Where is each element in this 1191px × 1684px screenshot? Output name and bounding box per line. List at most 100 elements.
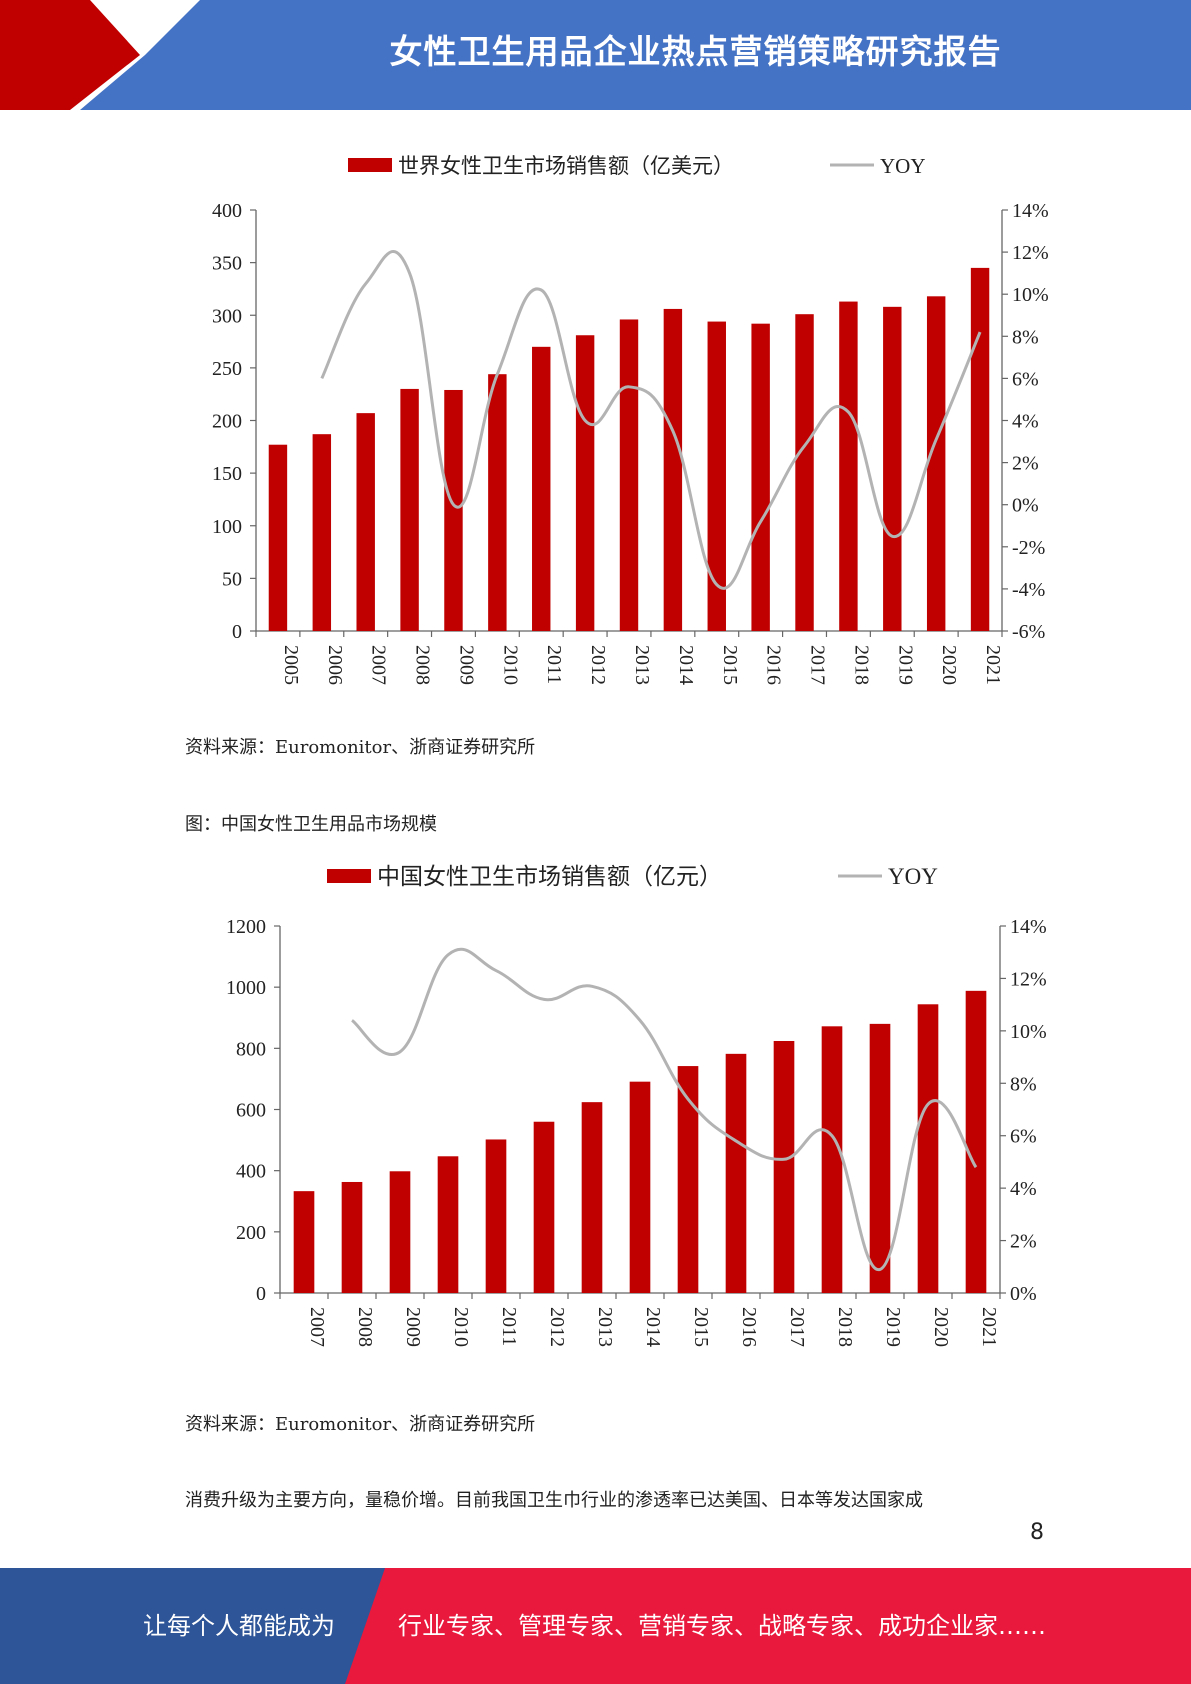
y-tick-label: 250 [212,358,242,380]
bar-2007 [356,413,375,631]
bar-2007 [293,1191,315,1293]
bar-2015 [707,321,726,631]
bar-2010 [488,374,507,631]
bar-2017 [795,314,814,631]
bar-2009 [444,389,463,631]
figure-caption-2: 图：中国女性卫生用品市场规模 [185,814,437,835]
legend-bar-label: 世界女性卫生市场销售额（亿美元） [398,154,734,178]
x-tick-label-2017: 2017 [807,645,829,685]
bar-2021 [970,267,990,631]
y2-tick-label: 0% [1012,495,1039,517]
bar-2012 [533,1121,555,1293]
y2-tick-label: 8% [1012,326,1039,348]
y2-tick-label: -2% [1012,537,1045,559]
bar-2016 [725,1053,747,1293]
x-tick-label-2010: 2010 [499,645,521,685]
bar-2019 [869,1023,891,1293]
x-tick-label-2013: 2013 [631,645,653,685]
x-tick-label-2014: 2014 [642,1307,664,1347]
x-tick-label-2013: 2013 [594,1307,616,1347]
chart-world-market: 世界女性卫生市场销售额（亿美元） YOY 0 50 100 150 200 250 300 350… [170,140,1090,710]
y2-tick-label: 4% [1010,1178,1037,1200]
y-tick-label: 400 [212,200,242,222]
bar-2013 [619,319,639,631]
y2-tick-label: -6% [1012,621,1045,643]
x-tick-label-2021: 2021 [978,1307,1000,1347]
y2-tick-label: 6% [1012,368,1039,390]
y2-tick-label: 6% [1010,1126,1037,1148]
bar-2016 [751,323,770,631]
bar-2018 [821,1026,843,1293]
x-tick-label-2015: 2015 [719,645,741,685]
y2-tick-label: 12% [1012,242,1049,264]
x-tick-label-2015: 2015 [690,1307,712,1347]
x-tick-label-2006: 2006 [324,645,346,685]
y-tick-label: 200 [212,411,242,433]
x-tick-label-2020: 2020 [938,645,960,685]
x-tick-label-2012: 2012 [587,645,609,685]
y-tick-label: 800 [236,1038,266,1060]
source-note-2: 资料来源：Euromonitor、浙商证券研究所 [185,1414,536,1435]
footer-red-band [345,1568,1191,1684]
x-tick-label-2020: 2020 [930,1307,952,1347]
page-number: 8 [1030,1520,1044,1545]
x-tick-label-2008: 2008 [412,645,434,685]
footer-slogan-left: 让每个人都能成为 [143,1612,335,1640]
bar-2017 [773,1040,795,1293]
x-tick-label-2016: 2016 [763,645,785,685]
y-tick-label: 100 [212,516,242,538]
legend-line-label: YOY [880,154,926,178]
bar-2005 [268,444,288,631]
bar-2008 [400,388,419,631]
x-tick-label-2018: 2018 [834,1307,856,1347]
bar-2008 [341,1181,363,1293]
x-tick-label-2011: 2011 [498,1307,520,1346]
legend-bar-label: 中国女性卫生市场销售额（亿元） [377,864,722,890]
page-title: 女性卫生用品企业热点营销策略研究报告 [389,32,1002,71]
bar-2021 [965,990,987,1293]
chart-china-market: 中国女性卫生市场销售额（亿元） YOY 0 200 400 600 800 1000 1200 0… [170,850,1090,1380]
y2-tick-label: 10% [1010,1021,1047,1043]
yoy-line [320,250,982,590]
x-tick-label-2018: 2018 [850,645,872,685]
x-tick-label-2019: 2019 [894,645,916,685]
body-paragraph: 消费升级为主要方向，量稳价增。目前我国卫生巾行业的渗透率已达美国、日本等发达国家… [185,1490,923,1511]
bar-2018 [839,301,858,631]
legend-bar-swatch [327,869,371,883]
y-tick-label: 1000 [226,977,266,999]
y2-tick-label: 8% [1010,1073,1037,1095]
chart-world-svg: 世界女性卫生市场销售额（亿美元） YOY 0 50 100 150 200 250 300 350… [212,154,1049,685]
x-tick-label-2012: 2012 [546,1307,568,1347]
y2-tick-label: 0% [1010,1283,1037,1305]
x-tick-label-2014: 2014 [675,645,697,685]
source-note-1: 资料来源：Euromonitor、浙商证券研究所 [185,737,536,758]
footer-slogan-right: 行业专家、管理专家、营销专家、战略专家、成功企业家…… [398,1612,1046,1640]
y-tick-label: 150 [212,463,242,485]
bar-2009 [389,1171,411,1293]
bar-2014 [663,308,683,631]
bar-2015 [677,1066,699,1293]
x-tick-label-2011: 2011 [543,645,565,684]
x-tick-label-2008: 2008 [354,1307,376,1347]
y2-tick-label: 4% [1012,411,1039,433]
y-tick-label: 200 [236,1222,266,1244]
x-tick-label-2005: 2005 [280,645,302,685]
bar-2019 [883,306,902,631]
y2-tick-label: 14% [1010,916,1047,938]
y-tick-label: 1200 [226,916,266,938]
y-tick-label: 400 [236,1161,266,1183]
y-tick-label: 0 [232,621,242,643]
header-decoration [0,0,200,110]
bar-2020 [917,1004,939,1293]
x-tick-label-2019: 2019 [882,1307,904,1347]
x-tick-label-2009: 2009 [402,1307,424,1347]
y2-tick-label: 2% [1010,1231,1037,1253]
legend-line-label: YOY [888,864,938,889]
x-tick-label-2016: 2016 [738,1307,760,1347]
header-arrow-red [0,0,140,110]
y2-tick-label: 2% [1012,453,1039,475]
x-tick-label-2017: 2017 [786,1307,808,1347]
x-tick-label-2010: 2010 [450,1307,472,1347]
x-tick-label-2009: 2009 [455,645,477,685]
bar-2006 [312,434,332,631]
